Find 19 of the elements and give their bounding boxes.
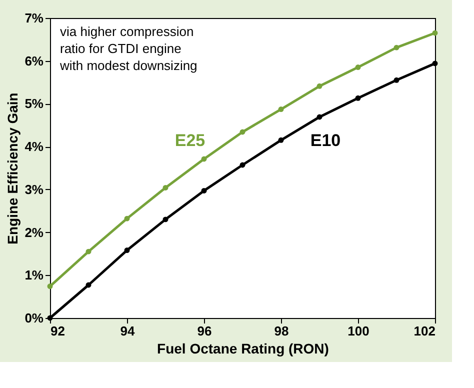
x-axis-title: Fuel Octane Rating (RON) (157, 340, 329, 356)
x-tick-label: 102 (414, 324, 436, 338)
x-tick-label: 98 (274, 324, 289, 338)
annotation: via higher compression ratio for GTDI engine with modest downsizing (59, 24, 198, 73)
y-tick-label: 0% (24, 310, 44, 326)
x-tick-label: 100 (348, 324, 370, 338)
y-tick-label: 4% (24, 139, 44, 154)
y-tick-label: 1% (24, 268, 44, 283)
series-label: E10 (310, 131, 341, 150)
x-tick-label: 94 (120, 324, 136, 338)
x-tick-label: 92 (50, 324, 65, 338)
y-axis-title: Engine Efficiency Gain (4, 92, 21, 244)
series-label: E25 (174, 131, 206, 150)
y-tick-label: 6% (24, 53, 44, 68)
y-tick-label: 7% (24, 10, 44, 26)
y-tick-label: 2% (24, 224, 44, 240)
x-tick-label: 96 (197, 324, 212, 338)
y-tick-label: 5% (24, 96, 44, 112)
y-tick-label: 3% (24, 182, 44, 197)
